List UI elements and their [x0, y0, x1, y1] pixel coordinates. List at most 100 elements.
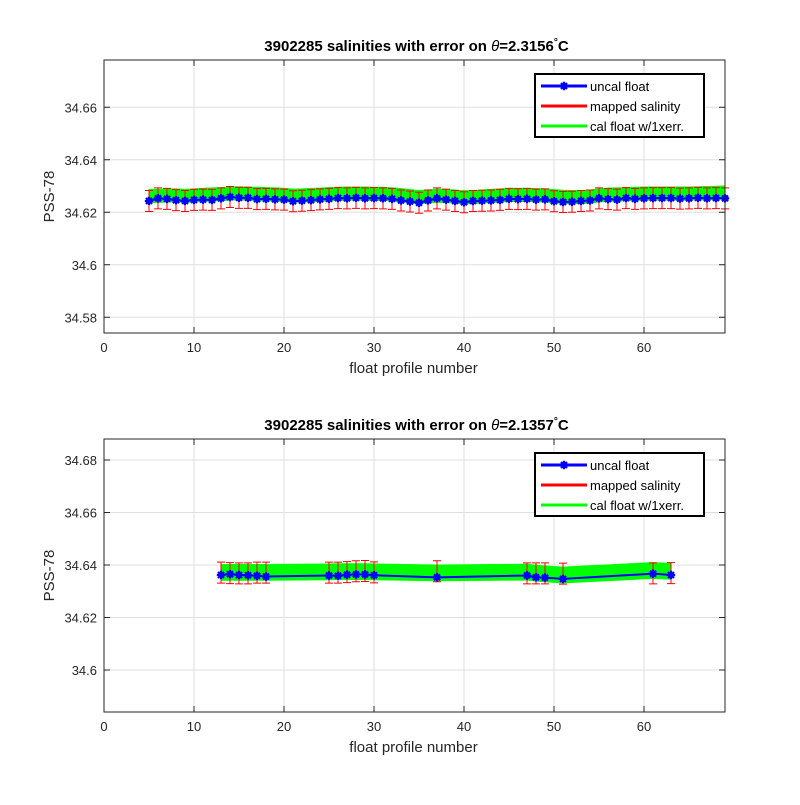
uncal-float-point — [585, 196, 595, 205]
y-tick-label: 34.66 — [64, 100, 97, 115]
y-tick-label: 34.68 — [64, 453, 97, 468]
x-tick-label: 50 — [547, 340, 561, 355]
uncal-float-point — [342, 570, 352, 579]
uncal-float-point — [450, 196, 460, 206]
legend-label: cal float w/1xerr. — [590, 498, 684, 513]
legend-label: mapped salinity — [590, 99, 681, 114]
y-tick-label: 34.66 — [64, 506, 97, 521]
ticks: 0 10 20 30 40 50 60 34.6 34.62 34.64 34.66 34.68 — [64, 439, 725, 734]
uncal-float-point — [153, 194, 163, 203]
uncal-float-point — [666, 570, 676, 580]
uncal-float-point — [594, 194, 604, 203]
uncal-float-point — [657, 193, 667, 203]
uncal-float-point — [567, 197, 577, 206]
chart-panel-2: 0 10 20 30 40 50 60 34.6 34.62 34.64 34.66 34.68 flo… — [41, 416, 726, 756]
x-axis-label: float profile number — [349, 739, 477, 756]
uncal-float-point — [342, 194, 352, 203]
legend: uncal float mapped salinity cal float w/1x… — [534, 452, 705, 517]
chart-title-theta: θ — [491, 417, 499, 434]
x-tick-label: 30 — [367, 340, 381, 355]
chart-title: 3902285 salinities with error on θ=2.315… — [264, 37, 569, 55]
uncal-float-point — [396, 196, 406, 205]
y-tick-label: 34.6 — [72, 258, 97, 273]
uncal-float-point — [414, 198, 424, 207]
uncal-float-point — [288, 197, 298, 206]
uncal-float-point — [675, 194, 685, 203]
uncal-float-point — [378, 194, 388, 203]
y-axis-label: PSS-78 — [41, 550, 58, 602]
uncal-float-point — [441, 195, 451, 204]
uncal-float-point — [369, 193, 379, 203]
chart-title-unit: C — [558, 417, 569, 434]
y-tick-label: 34.62 — [64, 205, 97, 220]
uncal-float-point — [243, 571, 253, 580]
uncal-float-point — [234, 570, 244, 580]
uncal-float-point — [621, 193, 631, 203]
uncal-float-point — [504, 194, 514, 204]
legend-marker — [559, 81, 569, 91]
uncal-float-point — [531, 195, 541, 204]
uncal-float-point — [369, 571, 379, 580]
uncal-float-point — [702, 194, 712, 203]
uncal-float-point — [189, 195, 199, 205]
uncal-float-point — [360, 194, 370, 203]
chart-title-value: =2.1357 — [499, 417, 554, 434]
uncal-float-point — [531, 573, 541, 582]
uncal-float-point — [684, 194, 694, 203]
uncal-float-point — [306, 195, 316, 205]
uncal-float-point — [225, 192, 235, 202]
uncal-float-point — [144, 196, 154, 206]
chart-title-theta: θ — [491, 38, 499, 55]
uncal-float-point — [432, 194, 442, 203]
uncal-float-point — [297, 196, 307, 205]
uncal-float-point — [513, 194, 523, 204]
x-tick-label: 40 — [457, 719, 471, 734]
uncal-float-point — [558, 574, 568, 584]
x-axis-label: float profile number — [349, 360, 477, 377]
x-tick-label: 40 — [457, 340, 471, 355]
uncal-float-point — [711, 193, 721, 203]
y-axis-label: PSS-78 — [41, 171, 58, 223]
uncal-float-point — [468, 196, 478, 206]
uncal-float-point — [216, 194, 226, 203]
uncal-float-point — [198, 195, 208, 204]
legend-label: cal float w/1xerr. — [590, 119, 684, 134]
x-tick-label: 30 — [367, 719, 381, 734]
chart-title-value: =2.3156 — [499, 38, 554, 55]
x-tick-label: 50 — [547, 719, 561, 734]
y-tick-label: 34.6 — [72, 663, 97, 678]
uncal-float-point — [261, 194, 271, 204]
y-tick-label: 34.64 — [64, 153, 97, 168]
axes-box — [103, 438, 726, 713]
legend: uncal float mapped salinity cal float w/1x… — [534, 73, 705, 138]
series-cal-float — [220, 562, 672, 584]
uncal-float-point — [333, 571, 343, 580]
uncal-float-point — [612, 195, 622, 204]
uncal-float-point — [432, 573, 442, 582]
uncal-float-point — [540, 573, 550, 582]
chart-title-deg: ° — [554, 416, 558, 427]
uncal-float-point — [360, 570, 370, 579]
uncal-float-point — [261, 572, 271, 581]
uncal-float-point — [549, 197, 559, 206]
uncal-float-point — [405, 197, 415, 206]
uncal-float-point — [666, 193, 676, 203]
x-tick-label: 60 — [637, 340, 651, 355]
legend-label: mapped salinity — [590, 478, 681, 493]
legend-label: uncal float — [590, 458, 650, 473]
series-uncal-float — [216, 569, 676, 584]
uncal-float-point — [171, 195, 181, 205]
ticks: 0 10 20 30 40 50 60 34.58 34.6 34.62 34.64 34.66 — [64, 60, 725, 355]
uncal-float-point — [558, 197, 568, 207]
chart-title-unit: C — [558, 38, 569, 55]
uncal-float-point — [495, 195, 505, 205]
uncal-float-point — [324, 571, 334, 580]
chart-title-main: 3902285 salinities with error on — [264, 417, 491, 434]
uncal-float-point — [423, 196, 433, 205]
cal-float-band — [220, 562, 672, 584]
uncal-float-point — [522, 194, 532, 204]
uncal-float-point — [693, 193, 703, 203]
x-tick-label: 20 — [277, 719, 291, 734]
